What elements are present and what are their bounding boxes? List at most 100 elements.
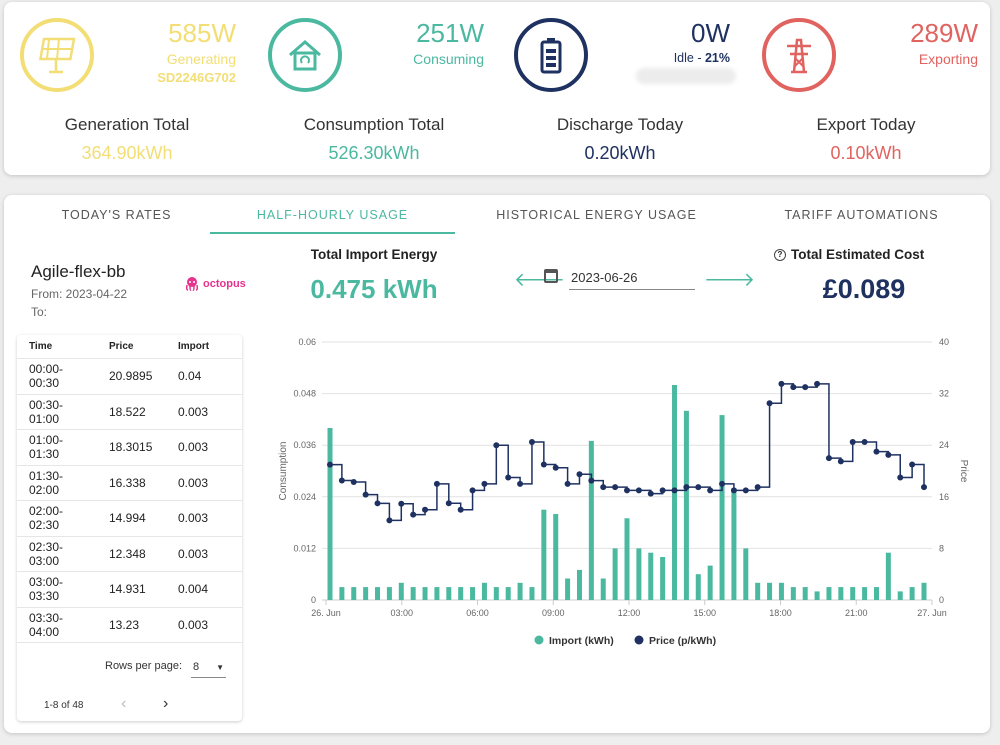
price-point	[921, 484, 927, 491]
date-input[interactable]: 2023-06-26	[569, 265, 695, 290]
import-bar	[850, 587, 856, 600]
price-point	[754, 484, 761, 491]
chevron-right-icon[interactable]: ›	[163, 695, 169, 712]
import-bar	[743, 548, 749, 600]
consumption-stat: 251W Consuming	[252, 14, 492, 104]
table-row: 00:00- 00:30 20.9895 0.04	[17, 359, 242, 395]
tab-tariff-automations[interactable]: TARIFF AUTOMATIONS	[784, 208, 939, 222]
y-tick-label: 0.012	[293, 543, 316, 553]
price-line	[330, 383, 925, 522]
discharge-today: Discharge Today 0.20kWh	[500, 115, 740, 164]
energy-panel: TODAY'S RATES HALF-HOURLY USAGE HISTORIC…	[4, 195, 990, 733]
import-bar	[529, 587, 535, 600]
import-bar	[909, 587, 915, 600]
cell-time: 01:30- 02:00	[29, 468, 64, 497]
table-row: 03:00- 03:30 14.931 0.004	[17, 572, 242, 608]
import-bar	[375, 587, 381, 600]
tab-half-hourly-usage[interactable]: HALF-HOURLY USAGE	[256, 208, 409, 222]
caret-down-icon: ▼	[216, 662, 224, 672]
price-point	[493, 442, 500, 449]
battery-percent: 21%	[704, 51, 730, 65]
import-bar	[873, 587, 879, 600]
y-tick-label: 0.06	[298, 337, 316, 347]
import-bar	[767, 582, 773, 600]
x-tick-label: 06:00	[466, 608, 489, 618]
estimated-cost-text: Total Estimated Cost	[791, 247, 925, 262]
price-point	[849, 438, 856, 445]
import-bar	[327, 428, 333, 600]
usage-chart: 0 0.012 0.024 0.036 0.048 0.06 0 8 16 24 32 40 26. J…	[278, 337, 969, 647]
y2-tick-label: 0	[939, 595, 944, 605]
house-icon	[268, 18, 342, 92]
generation-total-value: 364.90kWh	[81, 143, 173, 163]
generation-value: 585W	[168, 18, 236, 48]
x-tick-label: 03:00	[390, 608, 413, 618]
import-bar	[481, 582, 487, 600]
price-point	[659, 487, 666, 494]
cell-price: 14.931	[109, 582, 146, 597]
table-body: 00:00- 00:30 20.9895 0.04 00:30- 01:00 18.522 0…	[17, 359, 242, 643]
tariff-to: To:	[31, 305, 48, 319]
y2-tick-label: 32	[939, 389, 949, 399]
price-point	[802, 384, 809, 391]
import-bar	[719, 415, 725, 600]
y2-tick-label: 16	[939, 492, 949, 502]
table-row: 03:30- 04:00 13.23 0.003	[17, 608, 242, 643]
import-bar	[731, 488, 737, 600]
price-point	[635, 487, 642, 494]
price-point	[624, 487, 630, 494]
cell-price: 20.9895	[109, 369, 153, 384]
date-picker: 🡐 2023-06-26 🡒	[514, 265, 755, 295]
cell-time: 00:00- 00:30	[29, 362, 64, 391]
chevron-left-icon[interactable]: ‹	[121, 695, 127, 712]
estimated-cost-value: £0.089	[822, 274, 906, 304]
price-point	[897, 474, 904, 481]
import-bar	[826, 587, 832, 600]
tariff-name: Agile-flex-bb	[31, 262, 126, 281]
battery-value: 0W	[691, 18, 730, 48]
price-point	[730, 487, 737, 494]
y2-tick-label: 8	[939, 543, 944, 553]
x-tick-label: 26. Jun	[311, 608, 341, 618]
price-point	[683, 484, 690, 491]
tab-historical-energy-usage[interactable]: HISTORICAL ENERGY USAGE	[496, 208, 697, 222]
cell-time: 02:30- 03:00	[29, 539, 64, 568]
export-today: Export Today 0.10kWh	[746, 115, 986, 164]
price-point	[517, 480, 524, 487]
price-point	[445, 500, 452, 507]
arrow-left-icon[interactable]: 🡐	[514, 270, 565, 291]
rows-per-page-select[interactable]: 8 ▼	[191, 657, 226, 678]
price-point	[647, 490, 654, 497]
cell-price: 18.522	[109, 404, 146, 419]
consumption-total-label: Consumption Total	[303, 115, 445, 134]
price-point	[386, 517, 393, 524]
price-point	[909, 461, 916, 468]
import-bar	[576, 569, 582, 600]
price-point	[398, 500, 405, 507]
import-bar	[600, 578, 606, 600]
price-point	[564, 480, 571, 487]
import-bar	[398, 582, 404, 600]
price-point	[433, 480, 440, 487]
import-bar	[885, 552, 891, 600]
import-bar	[660, 557, 666, 600]
y-tick-label: 0.024	[293, 492, 316, 502]
tab-todays-rates[interactable]: TODAY'S RATES	[61, 208, 172, 222]
x-tick-label: 15:00	[693, 608, 716, 618]
arrow-right-icon[interactable]: 🡒	[704, 270, 755, 291]
help-icon[interactable]: ?	[774, 248, 786, 261]
price-point	[588, 477, 595, 484]
consumption-value: 251W	[416, 18, 484, 48]
price-point	[576, 471, 583, 478]
calendar-icon[interactable]	[544, 269, 558, 283]
table-row: 02:00- 02:30 14.994 0.003	[17, 501, 242, 537]
battery-label: Idle - 21%	[674, 51, 730, 65]
generation-label: Generating	[166, 51, 236, 67]
battery-status: Idle -	[673, 51, 705, 65]
cell-import: 0.003	[178, 546, 209, 561]
legend-import-label: Import (kWh)	[549, 635, 614, 647]
import-bar	[636, 548, 642, 600]
import-bar	[862, 587, 868, 600]
import-bar	[814, 591, 820, 600]
header-price: Price	[109, 341, 134, 352]
